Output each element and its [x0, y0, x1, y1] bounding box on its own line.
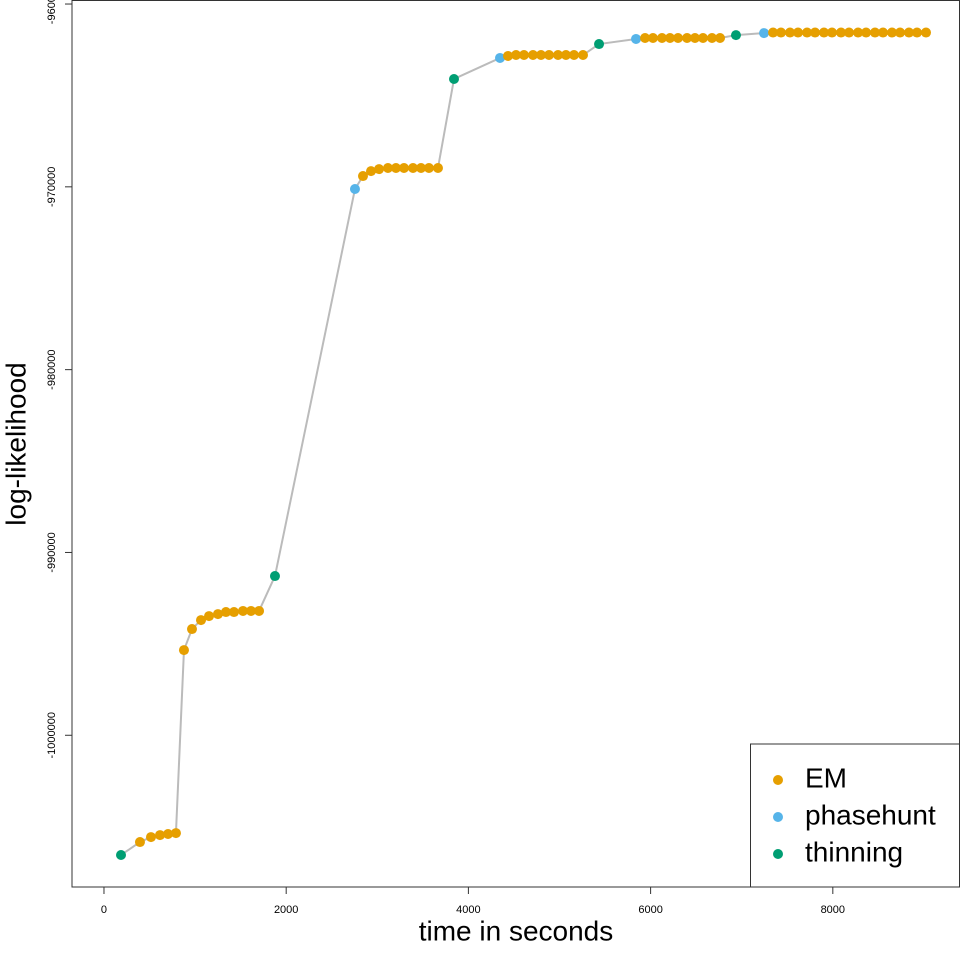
point	[155, 830, 166, 841]
point	[196, 615, 207, 626]
point	[527, 50, 538, 61]
point	[170, 828, 181, 839]
point	[784, 27, 795, 38]
connecting-line	[120, 31, 927, 856]
point	[836, 27, 847, 38]
point	[903, 27, 914, 38]
point	[408, 163, 419, 174]
point	[366, 166, 377, 177]
legend-label: EM	[805, 762, 847, 793]
point	[246, 605, 257, 616]
point	[631, 33, 642, 44]
point	[759, 28, 770, 39]
point	[887, 27, 898, 38]
point	[878, 27, 889, 38]
point	[423, 163, 434, 174]
y-tick-label: -960000	[46, 0, 58, 24]
point	[818, 27, 829, 38]
point	[518, 50, 529, 61]
point	[594, 39, 605, 50]
point	[921, 27, 932, 38]
point	[186, 624, 197, 635]
x-tick-label: 2000	[274, 904, 298, 916]
point	[357, 171, 368, 182]
point	[382, 163, 393, 174]
point	[503, 50, 514, 61]
point	[682, 33, 693, 44]
point	[861, 27, 872, 38]
y-tick-label: -1000000	[46, 712, 58, 759]
point	[145, 832, 156, 843]
point	[656, 33, 667, 44]
legend-label: phasehunt	[805, 799, 936, 830]
point	[204, 611, 215, 622]
point	[665, 33, 676, 44]
legend-marker	[773, 849, 783, 859]
point	[715, 33, 726, 44]
point	[212, 609, 223, 620]
point	[647, 33, 658, 44]
point	[689, 33, 700, 44]
x-axis-label: time in seconds	[419, 915, 614, 946]
point	[869, 27, 880, 38]
point	[793, 27, 804, 38]
point	[730, 30, 741, 41]
point	[826, 27, 837, 38]
x-tick-label: 0	[101, 904, 107, 916]
point	[134, 837, 145, 848]
point	[578, 50, 589, 61]
point	[416, 163, 427, 174]
point	[802, 27, 813, 38]
legend-box	[750, 743, 960, 888]
point	[163, 828, 174, 839]
legend-marker	[773, 775, 783, 785]
legend-label: thinning	[805, 836, 903, 867]
point	[254, 605, 265, 616]
point	[853, 27, 864, 38]
point	[911, 27, 922, 38]
point	[432, 163, 443, 174]
point	[349, 184, 360, 195]
point	[768, 27, 779, 38]
point	[697, 33, 708, 44]
point	[449, 73, 460, 84]
y-axis-label: log-likelihood	[0, 362, 31, 525]
point	[775, 27, 786, 38]
x-tick-label: 8000	[821, 904, 845, 916]
point	[390, 163, 401, 174]
point	[536, 50, 547, 61]
point	[844, 27, 855, 38]
x-tick-label: 6000	[638, 904, 662, 916]
point	[707, 33, 718, 44]
point	[544, 50, 555, 61]
point	[553, 50, 564, 61]
y-tick-label: -980000	[46, 349, 58, 389]
point	[116, 850, 127, 861]
point	[560, 50, 571, 61]
point	[673, 33, 684, 44]
point	[511, 50, 522, 61]
point	[228, 607, 239, 618]
point	[220, 607, 231, 618]
y-tick-label: -990000	[46, 532, 58, 572]
point	[810, 27, 821, 38]
point	[495, 52, 506, 63]
point	[374, 164, 385, 175]
point	[178, 645, 189, 656]
point	[269, 571, 280, 582]
point	[238, 605, 249, 616]
point	[640, 33, 651, 44]
x-tick-label: 4000	[456, 904, 480, 916]
legend-marker	[773, 812, 783, 822]
point	[568, 50, 579, 61]
point	[398, 163, 409, 174]
point	[895, 27, 906, 38]
y-tick-label: -970000	[46, 167, 58, 207]
